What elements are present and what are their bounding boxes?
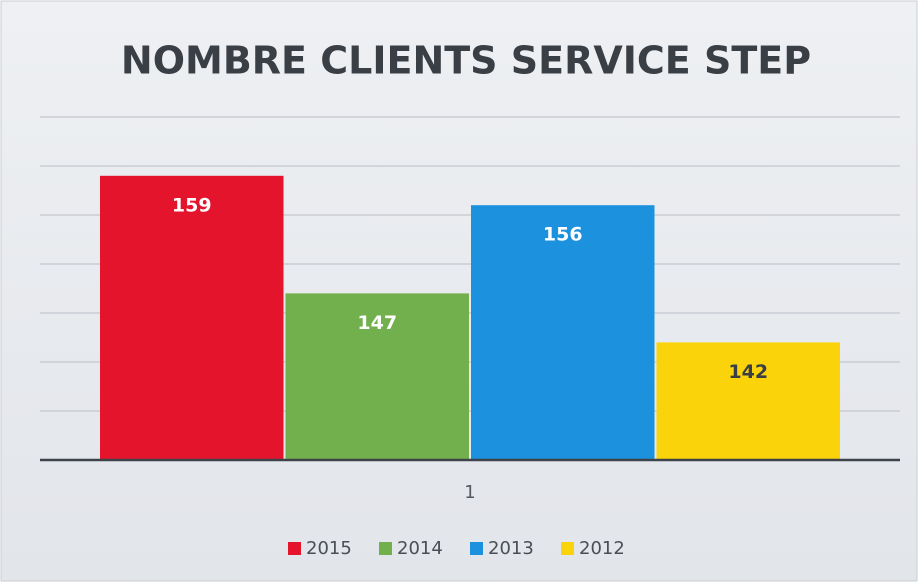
legend-swatch	[561, 542, 574, 555]
legend-swatch	[379, 542, 392, 555]
legend-swatch	[470, 542, 483, 555]
legend-label: 2014	[397, 538, 443, 559]
legend-swatch	[288, 542, 301, 555]
data-label: 156	[543, 224, 583, 246]
data-label: 147	[357, 312, 397, 334]
bar	[656, 342, 840, 460]
bar	[100, 175, 284, 461]
legend-label: 2012	[579, 538, 625, 559]
legend-label: 2013	[488, 538, 534, 559]
bar	[285, 293, 469, 460]
legend-label: 2015	[306, 538, 352, 559]
data-label: 142	[728, 361, 768, 383]
chart-title: NOMBRE CLIENTS SERVICE STEP	[121, 39, 811, 83]
x-tick-label: 1	[464, 482, 475, 503]
data-label: 159	[172, 194, 212, 216]
bar	[471, 205, 655, 460]
